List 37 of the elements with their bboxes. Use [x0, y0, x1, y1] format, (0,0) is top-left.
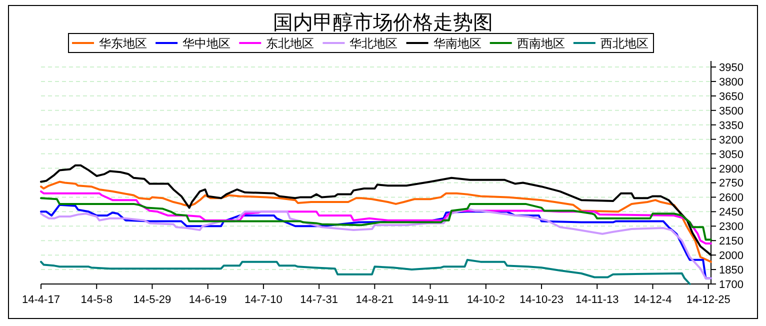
x-tick-label: 14-12-25 [686, 294, 730, 306]
y-tick-label: 3500 [719, 105, 744, 118]
chart-title: 国内甲醇市场价格走势图 [273, 12, 493, 34]
y-tick-label: 3350 [719, 120, 744, 132]
y-tick-label: 3200 [719, 134, 744, 146]
y-tick-label: 2450 [719, 206, 744, 219]
legend-label: 华南地区 [433, 36, 482, 50]
x-tick-label: 14-5-29 [133, 294, 172, 306]
x-tick-label: 14-6-19 [188, 294, 227, 306]
y-tick-label: 2300 [719, 221, 744, 234]
legend-label: 华中地区 [182, 36, 231, 50]
x-tick-label: 14-5-8 [80, 294, 113, 306]
y-tick-label: 1700 [719, 279, 744, 291]
x-tick-label: 14-9-11 [412, 294, 449, 306]
x-tick-label: 14-10-23 [519, 294, 564, 306]
y-tick-label: 3950 [719, 62, 744, 74]
y-tick-label: 2150 [719, 236, 744, 248]
x-tick-label: 14-7-10 [244, 294, 282, 306]
x-tick-label: 14-4-17 [22, 294, 60, 306]
y-tick-label: 2900 [719, 163, 744, 176]
y-tick-label: 3800 [719, 76, 744, 88]
legend-label: 华东地区 [99, 36, 147, 50]
y-tick-label: 2000 [719, 250, 744, 262]
x-tick-label: 14-8-21 [356, 294, 394, 306]
y-tick-label: 2750 [719, 178, 744, 190]
y-tick-label: 1850 [719, 264, 744, 277]
y-tick-label: 3650 [719, 90, 744, 103]
x-tick-label: 14-12-4 [634, 294, 672, 306]
legend-label: 西南地区 [516, 36, 565, 50]
x-tick-label: 14-10-2 [466, 294, 505, 306]
y-tick-label: 2600 [719, 192, 744, 204]
legend-label: 东北地区 [266, 36, 314, 50]
y-tick-label: 3050 [719, 148, 744, 161]
legend-label: 华北地区 [350, 36, 398, 50]
legend-label: 西北地区 [600, 36, 648, 50]
x-tick-label: 14-7-31 [300, 294, 338, 306]
x-tick-label: 14-11-13 [576, 294, 619, 306]
